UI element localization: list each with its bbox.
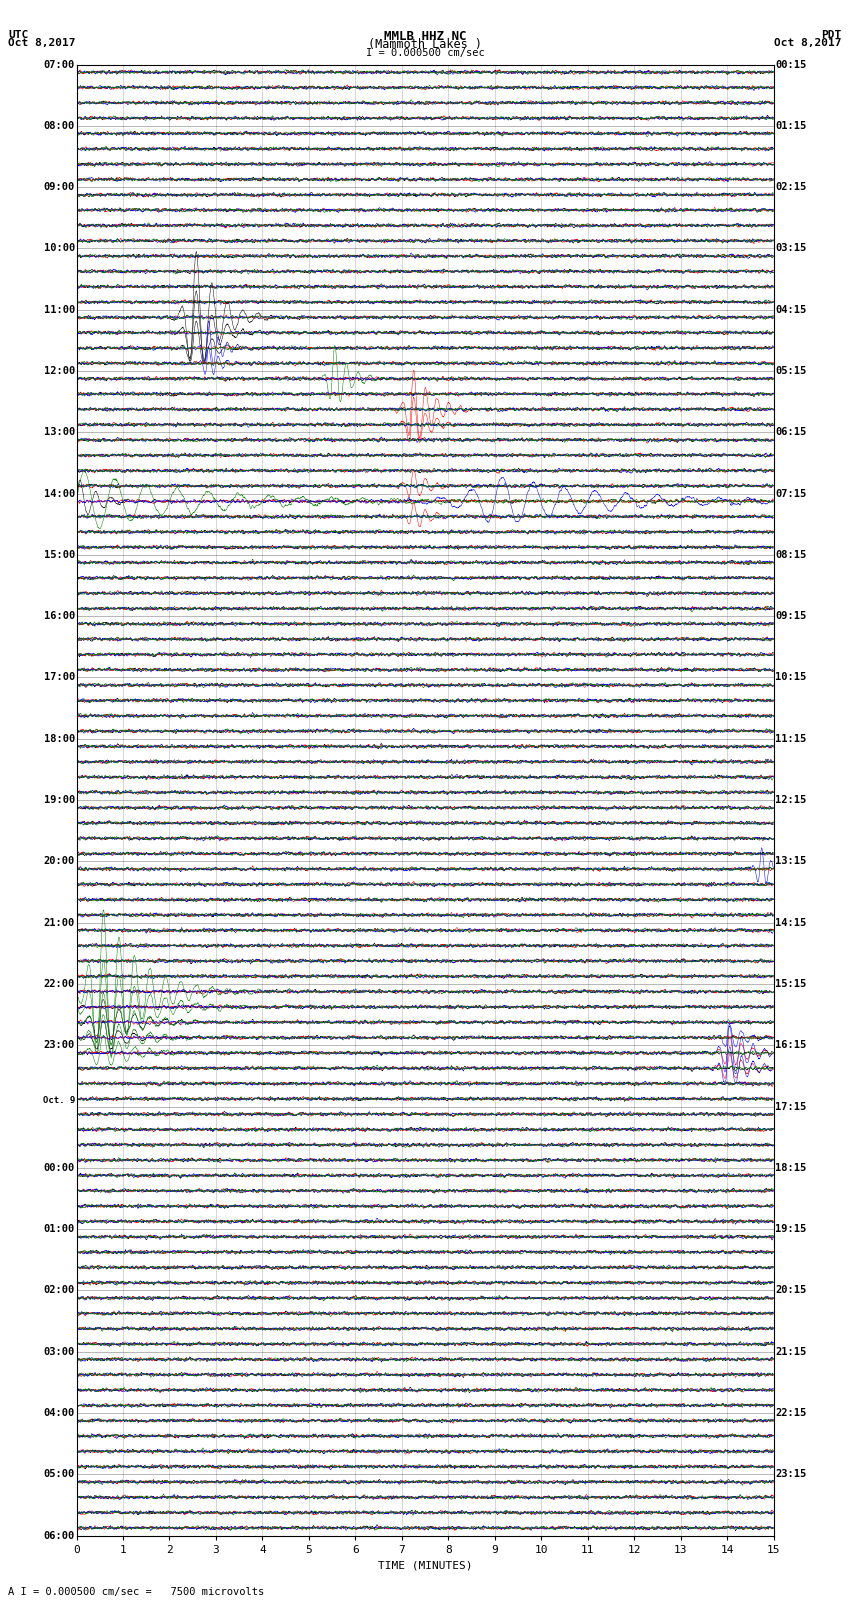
Text: 04:00: 04:00 bbox=[44, 1408, 75, 1418]
Text: 07:00: 07:00 bbox=[44, 60, 75, 69]
Text: 02:00: 02:00 bbox=[44, 1286, 75, 1295]
Text: 04:15: 04:15 bbox=[775, 305, 806, 315]
Text: 05:15: 05:15 bbox=[775, 366, 806, 376]
Text: Oct 8,2017: Oct 8,2017 bbox=[8, 39, 76, 48]
Text: 22:00: 22:00 bbox=[44, 979, 75, 989]
Text: 18:00: 18:00 bbox=[44, 734, 75, 744]
Text: PDT: PDT bbox=[821, 29, 842, 39]
Text: 06:00: 06:00 bbox=[44, 1531, 75, 1540]
Text: 19:15: 19:15 bbox=[775, 1224, 806, 1234]
Text: 17:15: 17:15 bbox=[775, 1102, 806, 1111]
Text: 06:15: 06:15 bbox=[775, 427, 806, 437]
Text: 21:15: 21:15 bbox=[775, 1347, 806, 1357]
Text: MMLB HHZ NC: MMLB HHZ NC bbox=[383, 29, 467, 44]
Text: 07:15: 07:15 bbox=[775, 489, 806, 498]
Text: I = 0.000500 cm/sec: I = 0.000500 cm/sec bbox=[366, 48, 484, 58]
Text: 20:00: 20:00 bbox=[44, 857, 75, 866]
Text: 19:00: 19:00 bbox=[44, 795, 75, 805]
Text: 16:00: 16:00 bbox=[44, 611, 75, 621]
Text: 03:15: 03:15 bbox=[775, 244, 806, 253]
Text: 13:15: 13:15 bbox=[775, 857, 806, 866]
Text: A I = 0.000500 cm/sec =   7500 microvolts: A I = 0.000500 cm/sec = 7500 microvolts bbox=[8, 1587, 264, 1597]
Text: 16:15: 16:15 bbox=[775, 1040, 806, 1050]
Text: 09:00: 09:00 bbox=[44, 182, 75, 192]
Text: Oct 8,2017: Oct 8,2017 bbox=[774, 39, 842, 48]
Text: 10:15: 10:15 bbox=[775, 673, 806, 682]
Text: 11:15: 11:15 bbox=[775, 734, 806, 744]
Text: 00:00: 00:00 bbox=[44, 1163, 75, 1173]
Text: Oct. 9: Oct. 9 bbox=[42, 1095, 75, 1105]
Text: 08:15: 08:15 bbox=[775, 550, 806, 560]
Text: 13:00: 13:00 bbox=[44, 427, 75, 437]
Text: (Mammoth Lakes ): (Mammoth Lakes ) bbox=[368, 37, 482, 50]
Text: 11:00: 11:00 bbox=[44, 305, 75, 315]
Text: 12:15: 12:15 bbox=[775, 795, 806, 805]
Text: 15:00: 15:00 bbox=[44, 550, 75, 560]
Text: 12:00: 12:00 bbox=[44, 366, 75, 376]
Text: 01:00: 01:00 bbox=[44, 1224, 75, 1234]
Text: 22:15: 22:15 bbox=[775, 1408, 806, 1418]
Text: 09:15: 09:15 bbox=[775, 611, 806, 621]
X-axis label: TIME (MINUTES): TIME (MINUTES) bbox=[377, 1560, 473, 1569]
Text: 15:15: 15:15 bbox=[775, 979, 806, 989]
Text: 23:15: 23:15 bbox=[775, 1469, 806, 1479]
Text: 10:00: 10:00 bbox=[44, 244, 75, 253]
Text: 05:00: 05:00 bbox=[44, 1469, 75, 1479]
Text: 14:15: 14:15 bbox=[775, 918, 806, 927]
Text: 03:00: 03:00 bbox=[44, 1347, 75, 1357]
Text: 20:15: 20:15 bbox=[775, 1286, 806, 1295]
Text: 17:00: 17:00 bbox=[44, 673, 75, 682]
Text: 18:15: 18:15 bbox=[775, 1163, 806, 1173]
Text: UTC: UTC bbox=[8, 29, 29, 39]
Text: 00:15: 00:15 bbox=[775, 60, 806, 69]
Text: 01:15: 01:15 bbox=[775, 121, 806, 131]
Text: 02:15: 02:15 bbox=[775, 182, 806, 192]
Text: 21:00: 21:00 bbox=[44, 918, 75, 927]
Text: 23:00: 23:00 bbox=[44, 1040, 75, 1050]
Text: 14:00: 14:00 bbox=[44, 489, 75, 498]
Text: 08:00: 08:00 bbox=[44, 121, 75, 131]
